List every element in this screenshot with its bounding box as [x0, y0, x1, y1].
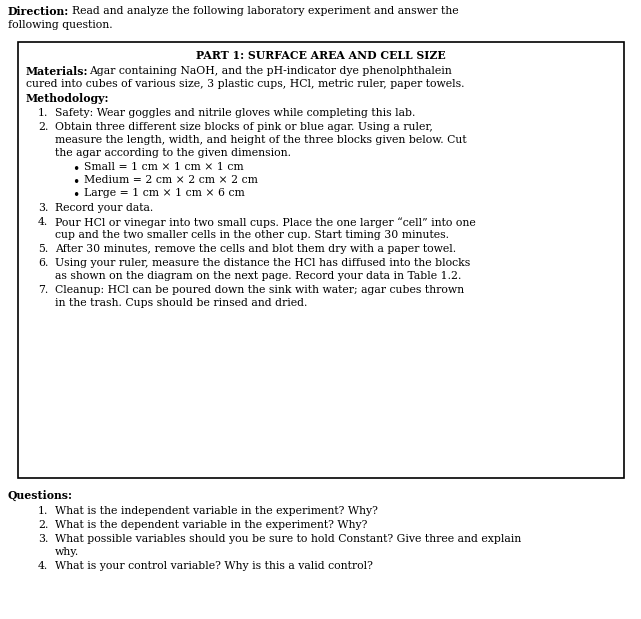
Text: Medium = 2 cm × 2 cm × 2 cm: Medium = 2 cm × 2 cm × 2 cm	[84, 175, 258, 185]
Text: 4.: 4.	[38, 217, 48, 227]
Text: cured into cubes of various size, 3 plastic cups, HCl, metric ruler, paper towel: cured into cubes of various size, 3 plas…	[26, 79, 465, 89]
Text: Safety: Wear goggles and nitrile gloves while completing this lab.: Safety: Wear goggles and nitrile gloves …	[55, 108, 415, 118]
Text: 1.: 1.	[38, 506, 48, 516]
Text: Large = 1 cm × 1 cm × 6 cm: Large = 1 cm × 1 cm × 6 cm	[84, 188, 245, 198]
Text: 6.: 6.	[38, 258, 48, 268]
Text: After 30 minutes, remove the cells and blot them dry with a paper towel.: After 30 minutes, remove the cells and b…	[55, 244, 456, 254]
Text: 2.: 2.	[38, 122, 48, 132]
Text: Record your data.: Record your data.	[55, 203, 153, 213]
Text: Read and analyze the following laboratory experiment and answer the: Read and analyze the following laborator…	[72, 6, 458, 16]
Text: PART 1: SURFACE AREA AND CELL SIZE: PART 1: SURFACE AREA AND CELL SIZE	[196, 50, 445, 61]
Text: following question.: following question.	[8, 20, 113, 30]
Text: 4.: 4.	[38, 561, 48, 571]
Text: why.: why.	[55, 547, 79, 557]
Text: What is your control variable? Why is this a valid control?: What is your control variable? Why is th…	[55, 561, 373, 571]
Text: Methodology:: Methodology:	[26, 93, 110, 104]
Text: Materials:: Materials:	[26, 66, 88, 77]
Text: 1.: 1.	[38, 108, 48, 118]
Text: 3.: 3.	[38, 534, 48, 544]
Text: Questions:: Questions:	[8, 490, 73, 501]
Text: 7.: 7.	[38, 285, 48, 295]
Text: Pour HCl or vinegar into two small cups. Place the one larger “cell” into one: Pour HCl or vinegar into two small cups.…	[55, 217, 476, 228]
Text: the agar according to the given dimension.: the agar according to the given dimensio…	[55, 148, 291, 158]
Text: 3.: 3.	[38, 203, 48, 213]
Text: Direction:: Direction:	[8, 6, 69, 17]
Text: cup and the two smaller cells in the other cup. Start timing 30 minutes.: cup and the two smaller cells in the oth…	[55, 230, 449, 240]
Text: Using your ruler, measure the distance the HCl has diffused into the blocks: Using your ruler, measure the distance t…	[55, 258, 470, 268]
Bar	[18, 42, 624, 478]
Text: measure the length, width, and height of the three blocks given below. Cut: measure the length, width, and height of…	[55, 135, 467, 145]
Text: in the trash. Cups should be rinsed and dried.: in the trash. Cups should be rinsed and …	[55, 298, 308, 308]
Text: What is the independent variable in the experiment? Why?: What is the independent variable in the …	[55, 506, 378, 516]
Text: as shown on the diagram on the next page. Record your data in Table 1.2.: as shown on the diagram on the next page…	[55, 271, 462, 281]
Text: 2.: 2.	[38, 520, 48, 530]
Text: •: •	[72, 163, 79, 176]
Text: Obtain three different size blocks of pink or blue agar. Using a ruler,: Obtain three different size blocks of pi…	[55, 122, 433, 132]
Text: 5.: 5.	[38, 244, 48, 254]
Text: What is the dependent variable in the experiment? Why?: What is the dependent variable in the ex…	[55, 520, 367, 530]
Text: What possible variables should you be sure to hold Constant? Give three and expl: What possible variables should you be su…	[55, 534, 521, 544]
Text: Small = 1 cm × 1 cm × 1 cm: Small = 1 cm × 1 cm × 1 cm	[84, 162, 244, 172]
Text: Agar containing NaOH, and the pH-indicator dye phenolphthalein: Agar containing NaOH, and the pH-indicat…	[89, 66, 452, 76]
Text: •: •	[72, 176, 79, 189]
Text: Cleanup: HCl can be poured down the sink with water; agar cubes thrown: Cleanup: HCl can be poured down the sink…	[55, 285, 464, 295]
Text: •: •	[72, 189, 79, 202]
